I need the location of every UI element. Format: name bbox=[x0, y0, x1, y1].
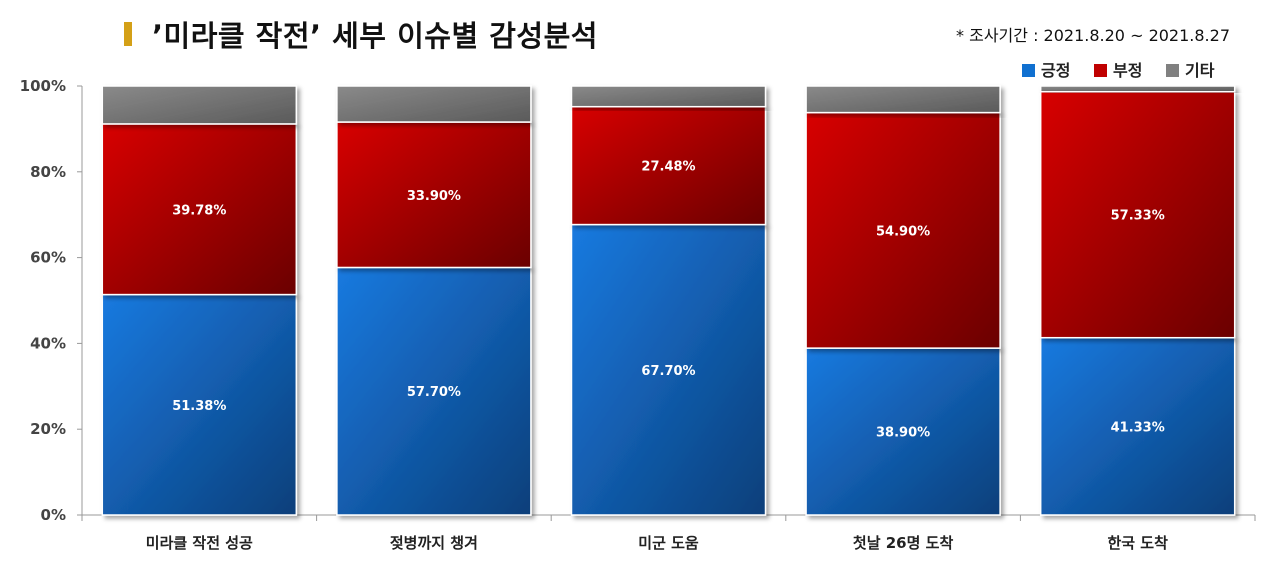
bar-segment bbox=[570, 223, 767, 516]
title-accent-bar bbox=[124, 22, 132, 46]
bar-segment bbox=[805, 85, 1001, 114]
bars: 51.38% 39.78% 57.70% 33.90% 67.70% 27.48% 38.9… bbox=[101, 85, 1236, 516]
title-block: ’미라클 작전’ 세부 이슈별 감성분석 bbox=[124, 12, 598, 56]
bar-segment bbox=[1039, 90, 1236, 339]
data-label: 39.78% bbox=[172, 203, 226, 218]
data-label: 33.90% bbox=[407, 189, 461, 204]
data-label: 38.90% bbox=[876, 426, 930, 441]
y-tick-label: 80% bbox=[30, 163, 66, 181]
y-tick-label: 60% bbox=[30, 249, 66, 267]
bar-segment bbox=[101, 123, 298, 296]
x-tick-label: 첫날 26명 도착 bbox=[853, 534, 954, 552]
y-tick-label: 100% bbox=[20, 77, 66, 95]
bar-segment bbox=[336, 85, 532, 123]
bar-segment bbox=[570, 105, 767, 226]
data-label: 57.70% bbox=[407, 385, 461, 400]
bar-segment bbox=[336, 121, 532, 269]
legend-label: 부정 bbox=[1113, 61, 1142, 80]
bar-segment bbox=[101, 85, 298, 125]
legend: 긍정 부정 기타 bbox=[1022, 61, 1215, 80]
data-label: 57.33% bbox=[1111, 209, 1165, 224]
data-label: 67.70% bbox=[641, 364, 695, 379]
bar-segment bbox=[805, 347, 1001, 516]
chart-title: ’미라클 작전’ 세부 이슈별 감성분석 bbox=[152, 19, 598, 53]
bar-segment bbox=[1039, 85, 1236, 93]
y-tick-label: 0% bbox=[41, 506, 66, 524]
legend-swatch bbox=[1022, 64, 1035, 77]
legend-swatch bbox=[1094, 64, 1107, 77]
data-label: 54.90% bbox=[876, 224, 930, 239]
data-label: 41.33% bbox=[1111, 420, 1165, 435]
x-tick-label: 젖병까지 챙겨 bbox=[390, 534, 478, 552]
data-label: 51.38% bbox=[172, 399, 226, 414]
bar-segment bbox=[1039, 336, 1236, 516]
axes: 0% 20% 40% 60% 80% 100% 미라클 작전 성공 젖병까지 챙겨 미군 도움 첫… bbox=[20, 77, 1256, 552]
x-tick-label: 미라클 작전 성공 bbox=[146, 534, 253, 552]
legend-label: 긍정 bbox=[1041, 61, 1070, 80]
bar-segment bbox=[570, 85, 767, 108]
survey-period: * 조사기간 : 2021.8.20 ~ 2021.8.27 bbox=[956, 26, 1230, 45]
legend-swatch bbox=[1166, 64, 1179, 77]
legend-label: 기타 bbox=[1185, 61, 1215, 80]
bar-segment bbox=[101, 293, 298, 516]
x-tick-label: 미군 도움 bbox=[638, 534, 699, 552]
y-tick-label: 20% bbox=[30, 420, 66, 438]
data-label: 27.48% bbox=[641, 160, 695, 175]
bar-segment bbox=[805, 111, 1001, 349]
x-tick-label: 한국 도착 bbox=[1107, 534, 1168, 552]
bar-segment bbox=[336, 266, 532, 516]
y-tick-label: 40% bbox=[30, 334, 66, 352]
